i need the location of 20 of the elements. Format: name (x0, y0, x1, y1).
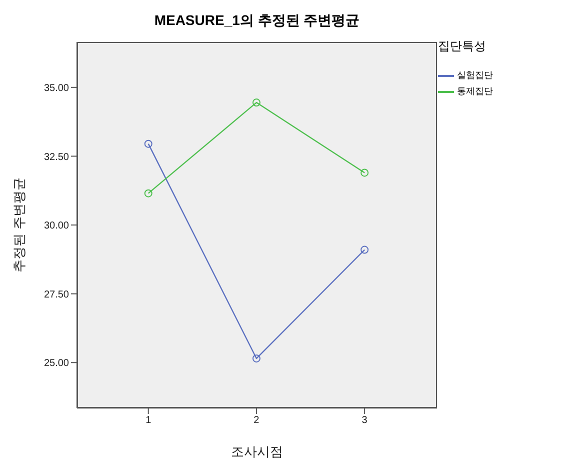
chart-title: MEASURE_1의 추정된 주변평균 (153, 12, 361, 30)
point (144, 189, 152, 198)
y-tick-label: 30.00 (44, 220, 70, 232)
y-tick-label: 25.00 (44, 358, 70, 370)
legend-label: 통제집단 (456, 85, 493, 98)
legend-label: 실험집단 (456, 69, 493, 82)
y-axis-title: 추정된 주변평균 (12, 178, 27, 272)
point (360, 168, 369, 177)
x-tick-label: 3 (362, 415, 368, 426)
x-tick-label: 1 (146, 415, 152, 426)
point (144, 140, 152, 148)
point (252, 354, 260, 362)
point (252, 98, 260, 107)
x-axis-title: 조사시점 (231, 444, 283, 459)
y-tick-label: 32.50 (44, 152, 70, 163)
point (360, 246, 369, 254)
y-tick-label: 27.50 (44, 289, 70, 300)
x-tick-label: 2 (254, 415, 260, 426)
y-tick-label: 35.00 (44, 82, 70, 94)
legend-title: 집단특성 (438, 38, 487, 55)
